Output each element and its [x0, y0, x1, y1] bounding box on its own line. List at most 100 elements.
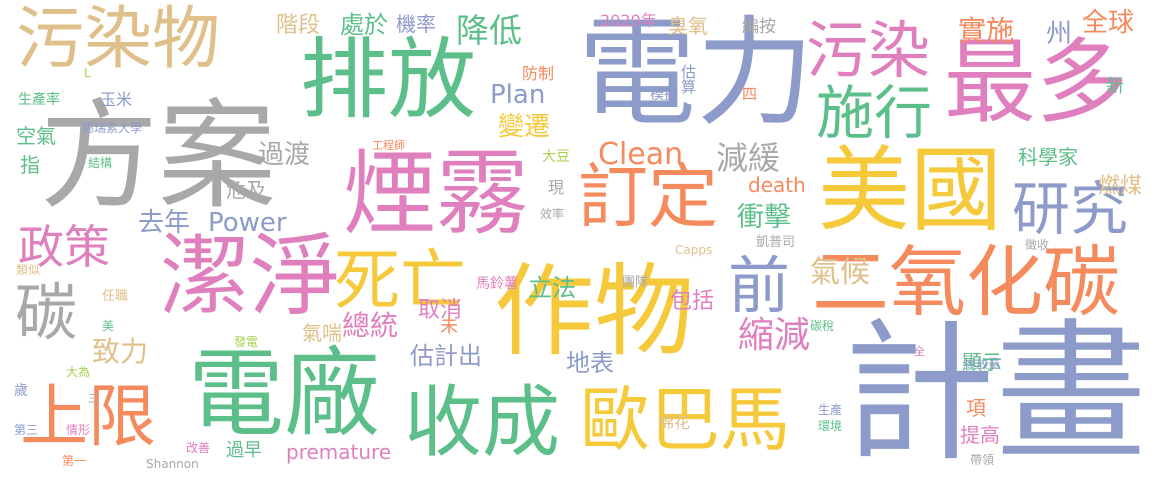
word: 類似 — [16, 263, 41, 277]
word: 美國 — [818, 137, 1003, 244]
word: 立法 — [528, 274, 576, 302]
word: 電廠 — [188, 338, 380, 450]
word: 煙霧 — [343, 140, 529, 248]
word: Capps — [675, 243, 713, 257]
word: 地表 — [566, 349, 614, 377]
word: 改善 — [186, 441, 211, 455]
word: 新 — [1106, 76, 1124, 97]
word: 效率 — [540, 207, 565, 221]
word: 碳 — [15, 276, 78, 349]
word: 污染物 — [16, 0, 221, 79]
word: 過渡 — [258, 140, 311, 170]
word: 變遷 — [498, 112, 551, 142]
word: 編按 — [742, 17, 776, 37]
word: 計畫 — [843, 305, 1147, 482]
word: 州 — [1046, 19, 1073, 49]
word: Shannon — [146, 457, 199, 471]
word: 提高 — [960, 423, 1000, 447]
word: 燃煤 — [1098, 174, 1143, 199]
word: 現 — [548, 178, 565, 197]
word: premature — [286, 440, 392, 464]
word: 任職 — [102, 289, 129, 304]
word: 三 — [88, 392, 99, 405]
word: 未 — [440, 316, 458, 337]
word: 團隊 — [622, 275, 649, 290]
word: 收成 — [404, 378, 561, 468]
word: 排放 — [300, 28, 477, 131]
word: 降低 — [456, 11, 522, 50]
word: 方案 — [40, 87, 277, 225]
word: 大豆 — [542, 149, 570, 165]
word: 歲 — [14, 383, 28, 399]
word: 包括 — [670, 289, 715, 314]
word: 四 — [742, 85, 758, 103]
word: 最多 — [944, 29, 1129, 136]
word: 項 — [966, 396, 986, 420]
word: 危及 — [226, 178, 266, 202]
word: 縮減 — [738, 315, 811, 356]
word: 凱普司 — [756, 235, 796, 250]
word: 處於 — [340, 11, 388, 39]
word: 臭氧 — [668, 14, 708, 38]
word: 馬鈴薯 — [476, 276, 518, 292]
word: 取消 — [418, 298, 463, 323]
word: 政策 — [18, 220, 110, 274]
word: 二氧化碳 — [812, 239, 1120, 328]
word: 棉花 — [658, 413, 691, 432]
word: 工程師 — [372, 139, 405, 152]
word: 指 — [20, 153, 40, 177]
word: death — [748, 173, 806, 197]
word: 去年 — [138, 208, 191, 238]
word: 生產 — [818, 403, 843, 417]
word: 致力 — [92, 335, 149, 368]
word: 估算 — [679, 64, 697, 94]
word: 死亡 — [334, 242, 466, 319]
word: 機率 — [396, 12, 436, 36]
word: 第一 — [62, 454, 87, 468]
word: 過早 — [226, 440, 262, 461]
word: 德瑞索大學 — [82, 121, 143, 135]
word: 電力 — [578, 4, 815, 142]
word: 排放量 — [964, 357, 1001, 371]
word: 結構 — [88, 156, 113, 170]
word: 模擬 — [650, 87, 678, 103]
word: 前 — [728, 249, 791, 322]
word: 施行 — [816, 79, 933, 147]
word: 污染 — [806, 14, 931, 87]
word: Power — [208, 208, 287, 238]
word: 顯示 — [962, 350, 1002, 374]
word: 潔淨 — [160, 224, 340, 329]
word: 衝擊 — [737, 202, 791, 233]
word: 訂定 — [578, 156, 718, 238]
word: Plan — [490, 80, 546, 110]
word: 碳稅 — [810, 319, 835, 333]
word: 玉米 — [100, 90, 133, 109]
word: 實施 — [958, 14, 1015, 47]
word: 氣候 — [810, 255, 870, 290]
word: 減緩 — [716, 139, 781, 177]
word: 階段 — [276, 13, 321, 38]
word: 情形 — [66, 423, 91, 437]
word: Clean — [598, 137, 684, 172]
word: 環境 — [818, 419, 843, 433]
word: 美 — [102, 319, 115, 333]
word: 全球 — [1082, 8, 1135, 38]
word: 全 — [914, 345, 925, 358]
word: 防制 — [522, 64, 555, 83]
word: 生產率 — [18, 92, 60, 108]
word: L — [84, 66, 91, 80]
word: 總統 — [342, 309, 399, 342]
word: 發電 — [234, 335, 259, 349]
word: 2020年 — [600, 11, 657, 30]
word: 作物 — [494, 253, 694, 370]
word: 空氣 — [16, 124, 56, 148]
word: 研究 — [1012, 175, 1129, 243]
word: 歐巴馬 — [580, 379, 790, 461]
word: 第三 — [14, 423, 39, 437]
word: 氣喘 — [302, 321, 342, 345]
word: 大為 — [66, 365, 91, 379]
word: 徵收 — [1025, 238, 1050, 252]
word: 估計出 — [410, 342, 482, 370]
word: 帶領 — [970, 453, 995, 467]
